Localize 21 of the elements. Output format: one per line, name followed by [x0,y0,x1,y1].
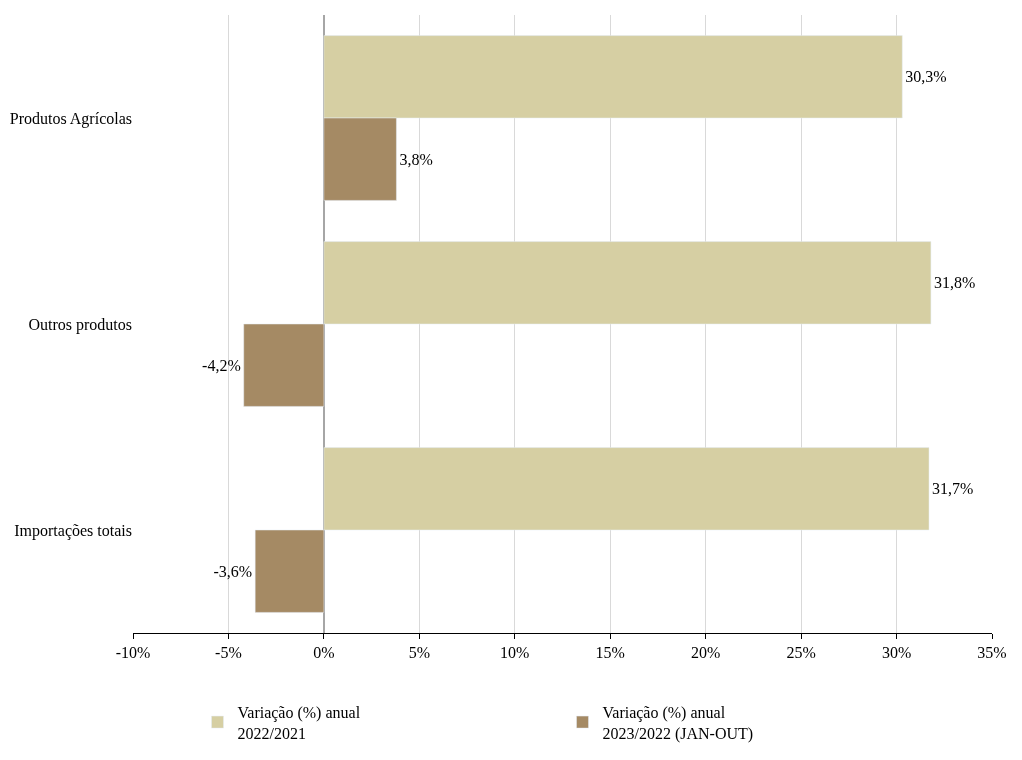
data-label: -4,2% [202,356,241,374]
y-tick-label: Produtos Agrícolas [9,109,132,128]
x-tick-label: 30% [881,644,912,662]
x-tick-label: 0% [313,644,335,662]
data-label: -3,6% [213,562,253,580]
data-label: 30,3% [905,68,947,86]
x-tick-label: 25% [786,644,816,662]
x-tick-label: 15% [595,644,625,662]
legend-label: Variação (%) anual 2022/2021 [237,703,361,742]
data-label: 31,7% [932,480,974,498]
data-label: 3,8% [399,150,433,168]
y-tick-label: Importações totais [14,521,132,540]
x-tick-label: 35% [977,644,1007,662]
x-tick-label: 5% [408,644,430,662]
x-tick-label: 20% [691,644,721,662]
x-tick-label: -5% [215,644,242,662]
x-tick-label: -10% [115,644,151,662]
y-tick-label: Outros produtos [28,315,132,334]
x-tick-label: 10% [500,644,530,662]
data-label: 31,8% [933,274,976,292]
legend-label: Variação (%) anual 2023/2022 (JAN-OUT) [602,703,754,743]
